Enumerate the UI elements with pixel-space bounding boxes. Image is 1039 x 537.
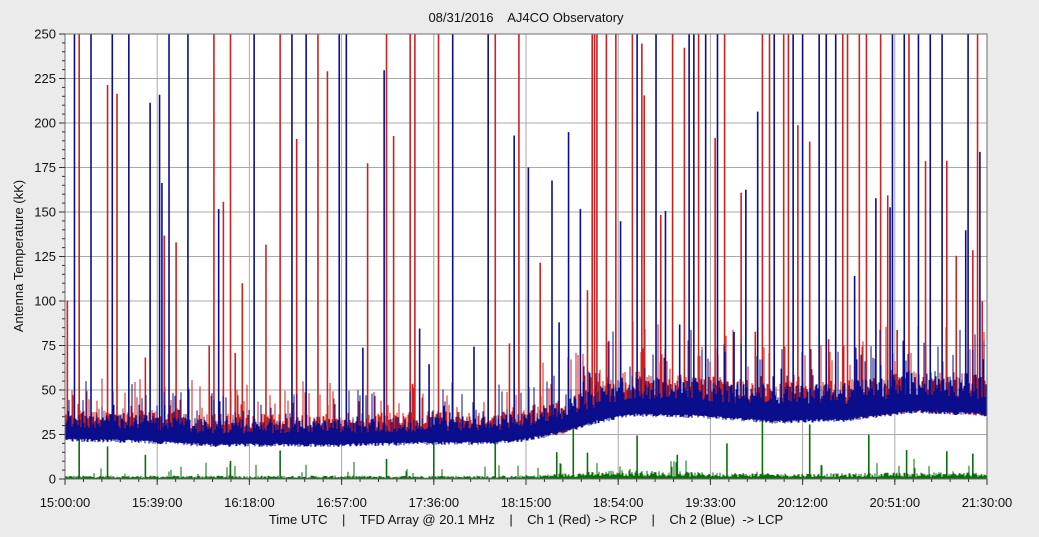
x-tick-label: 20:51:00 [869,495,920,510]
x-axis-label: Time UTC | TFD Array @ 20.1 MHz | Ch 1 (… [269,512,783,527]
series-ch-1 [64,34,988,447]
y-tick-label: 100 [34,294,56,309]
y-tick-label: 50 [42,383,56,398]
x-tick-label: 16:18:00 [224,495,275,510]
x-tick-label: 16:57:00 [316,495,367,510]
y-tick-label: 200 [34,116,56,131]
y-tick-label: 250 [34,27,56,42]
x-tick-label: 18:15:00 [501,495,552,510]
y-tick-label: 75 [42,338,56,353]
x-tick-label: 21:30:00 [962,495,1013,510]
axes: 0 25 50 75 100 125 150 175 200 225 250 15:00:00 15:3… [34,27,1012,511]
x-tick-label: 18:54:00 [593,495,644,510]
y-tick-label: 125 [34,249,56,264]
x-tick-label: 17:36:00 [408,495,459,510]
x-tick-label: 20:12:00 [777,495,828,510]
x-tick-label: 15:00:00 [40,495,91,510]
chart-title: 08/31/2016 AJ4CO Observatory [428,10,624,25]
y-tick-label: 175 [34,160,56,175]
y-tick-label: 25 [42,427,56,442]
y-axis-label: Antenna Temperature (kK) [11,180,26,332]
x-tick-label: 15:39:00 [132,495,183,510]
x-tick-label: 19:33:00 [685,495,736,510]
y-tick-label: 150 [34,205,56,220]
data-layer [64,34,988,479]
series-ch-0 [64,34,988,444]
y-tick-label: 0 [49,472,56,487]
y-tick-label: 225 [34,71,56,86]
